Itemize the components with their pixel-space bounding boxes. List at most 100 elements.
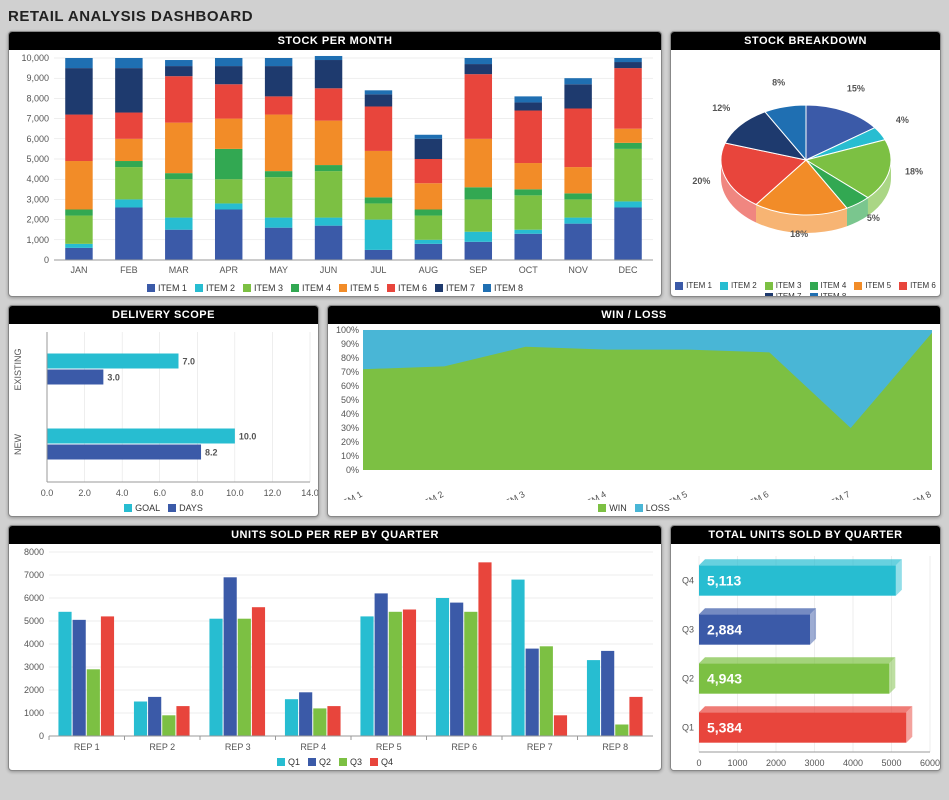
legend-item: Q4 (370, 757, 393, 767)
legend-item: ITEM 6 (899, 281, 936, 290)
legend-item: ITEM 2 (720, 281, 757, 290)
legend-label: ITEM 2 (731, 281, 757, 290)
svg-text:ITEM 3: ITEM 3 (496, 489, 526, 500)
svg-text:5000: 5000 (24, 616, 44, 626)
svg-text:100%: 100% (336, 325, 359, 335)
legend-swatch (277, 758, 285, 766)
svg-text:7000: 7000 (24, 570, 44, 580)
svg-text:REP 8: REP 8 (602, 742, 628, 752)
svg-text:20%: 20% (341, 437, 359, 447)
legend-label: Q4 (381, 757, 393, 767)
legend-label: ITEM 1 (158, 283, 187, 293)
svg-text:80%: 80% (341, 353, 359, 363)
svg-text:MAY: MAY (269, 265, 288, 275)
svg-text:10.0: 10.0 (226, 488, 244, 498)
row-2: DELIVERY SCOPE 0.02.04.06.08.010.012.014… (8, 305, 941, 517)
chart-win-loss: 0%10%20%30%40%50%60%70%80%90%100%ITEM 1I… (328, 324, 941, 500)
legend-label: ITEM 7 (776, 292, 802, 297)
svg-text:ITEM 7: ITEM 7 (822, 489, 852, 500)
svg-text:ITEM 4: ITEM 4 (578, 489, 608, 500)
panel-title: UNITS SOLD PER REP BY QUARTER (9, 526, 661, 544)
panel-stock-per-month: STOCK PER MONTH 01,0002,0003,0004,0005,0… (8, 31, 662, 297)
row-1: STOCK PER MONTH 01,0002,0003,0004,0005,0… (8, 31, 941, 297)
legend-label: ITEM 3 (776, 281, 802, 290)
legend-swatch (854, 282, 862, 290)
legend-delivery-scope: GOAL DAYS (9, 500, 318, 516)
svg-text:4,943: 4,943 (707, 671, 742, 687)
svg-text:0.0: 0.0 (41, 488, 54, 498)
legend-stock-per-month: ITEM 1ITEM 2ITEM 3ITEM 4ITEM 5ITEM 6ITEM… (9, 280, 661, 296)
legend-item: ITEM 7 (435, 283, 475, 293)
svg-text:2,000: 2,000 (26, 215, 49, 225)
chart-stock-per-month: 01,0002,0003,0004,0005,0006,0007,0008,00… (9, 50, 662, 278)
legend-swatch (339, 284, 347, 292)
svg-text:REP 2: REP 2 (149, 742, 175, 752)
svg-text:60%: 60% (341, 381, 359, 391)
svg-text:Q2: Q2 (682, 674, 694, 684)
svg-text:4000: 4000 (843, 758, 863, 768)
panel-stock-breakdown: STOCK BREAKDOWN 15%4%18%5%18%20%12%8% IT… (670, 31, 941, 297)
svg-text:30%: 30% (341, 423, 359, 433)
legend-swatch (899, 282, 907, 290)
svg-text:8%: 8% (772, 77, 785, 87)
svg-text:12.0: 12.0 (264, 488, 282, 498)
legend-item: Q1 (277, 757, 300, 767)
legend-label: GOAL (135, 503, 160, 513)
legend-label: ITEM 8 (821, 292, 847, 297)
svg-text:ITEM 2: ITEM 2 (415, 489, 445, 500)
chart-total-units-quarter: 01000200030004000500060005,113Q42,884Q34… (671, 544, 941, 770)
svg-text:70%: 70% (341, 367, 359, 377)
legend-item: ITEM 4 (810, 281, 847, 290)
svg-text:5000: 5000 (881, 758, 901, 768)
svg-text:10,000: 10,000 (21, 53, 49, 63)
svg-text:EXISTING: EXISTING (13, 348, 23, 390)
chart-delivery-scope: 0.02.04.06.08.010.012.014.07.03.0EXISTIN… (9, 324, 319, 500)
svg-text:8.2: 8.2 (205, 448, 218, 458)
svg-text:JAN: JAN (70, 265, 87, 275)
panel-units-per-rep: UNITS SOLD PER REP BY QUARTER 0100020003… (8, 525, 662, 771)
legend-label: ITEM 4 (302, 283, 331, 293)
panel-title: WIN / LOSS (328, 306, 940, 324)
legend-item: DAYS (168, 503, 203, 513)
legend-swatch (370, 758, 378, 766)
legend-label: ITEM 4 (821, 281, 847, 290)
legend-item: ITEM 5 (339, 283, 379, 293)
svg-text:5,384: 5,384 (707, 720, 742, 736)
legend-swatch (308, 758, 316, 766)
legend-swatch (243, 284, 251, 292)
svg-text:40%: 40% (341, 409, 359, 419)
svg-text:20%: 20% (692, 176, 710, 186)
legend-swatch (435, 284, 443, 292)
svg-text:2.0: 2.0 (78, 488, 91, 498)
legend-item: ITEM 3 (765, 281, 802, 290)
svg-text:8.0: 8.0 (191, 488, 204, 498)
svg-text:0: 0 (39, 731, 44, 741)
svg-text:NOV: NOV (568, 265, 588, 275)
legend-label: ITEM 8 (494, 283, 523, 293)
svg-text:REP 6: REP 6 (451, 742, 477, 752)
svg-text:DEC: DEC (619, 265, 639, 275)
panel-title: DELIVERY SCOPE (9, 306, 318, 324)
legend-swatch (147, 284, 155, 292)
legend-item: ITEM 1 (147, 283, 187, 293)
svg-text:15%: 15% (847, 83, 865, 93)
svg-text:2000: 2000 (24, 685, 44, 695)
legend-label: ITEM 2 (206, 283, 235, 293)
legend-label: ITEM 5 (865, 281, 891, 290)
svg-text:ITEM 5: ITEM 5 (659, 489, 689, 500)
panel-title: STOCK PER MONTH (9, 32, 661, 50)
svg-text:4.0: 4.0 (116, 488, 129, 498)
legend-swatch (387, 284, 395, 292)
svg-text:4%: 4% (896, 115, 909, 125)
panel-title: TOTAL UNITS SOLD BY QUARTER (671, 526, 940, 544)
svg-text:REP 4: REP 4 (300, 742, 326, 752)
legend-item: WIN (598, 503, 627, 513)
legend-label: ITEM 7 (446, 283, 475, 293)
chart-units-per-rep: 010002000300040005000600070008000REP 1RE… (9, 544, 662, 754)
svg-text:6,000: 6,000 (26, 134, 49, 144)
legend-item: ITEM 3 (243, 283, 283, 293)
legend-swatch (598, 504, 606, 512)
legend-label: LOSS (646, 503, 670, 513)
svg-text:12%: 12% (712, 103, 730, 113)
legend-label: ITEM 1 (686, 281, 712, 290)
